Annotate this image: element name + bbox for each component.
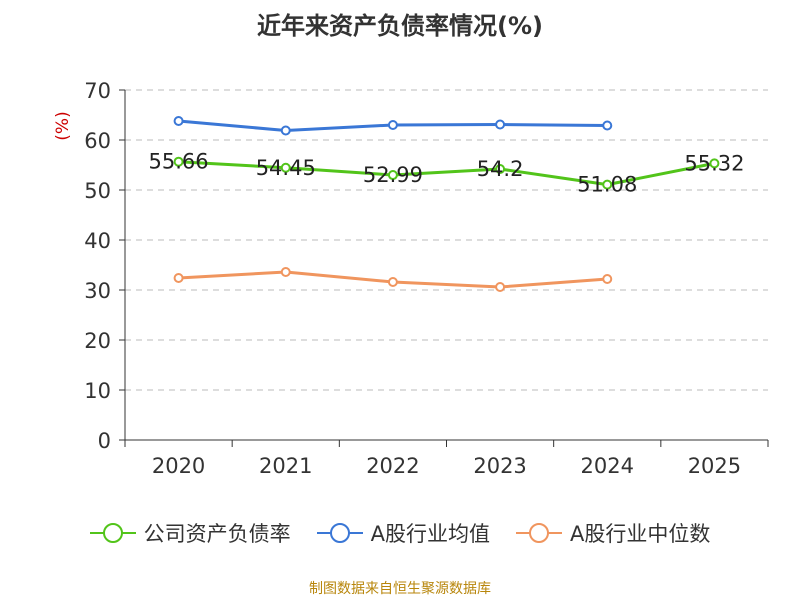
y-tick-label: 60 <box>84 129 111 153</box>
y-tick-label: 10 <box>84 379 111 403</box>
y-tick-label: 0 <box>98 429 111 453</box>
data-point-2 <box>602 274 613 284</box>
source-note: 制图数据来自恒生聚源数据库 <box>309 581 491 597</box>
legend-label-company: 公司资产负债率 <box>143 522 291 546</box>
y-axis-label: (%) <box>53 111 73 140</box>
series-line-0 <box>178 160 715 187</box>
legend-item-industry-median[interactable]: A股行业中位数 <box>516 518 710 548</box>
data-label: 52.99 <box>363 163 423 187</box>
data-point-1 <box>387 120 398 130</box>
legend-swatch-industry-median <box>516 523 562 543</box>
legend-item-industry-mean[interactable]: A股行业均值 <box>316 518 490 548</box>
y-tick-label: 70 <box>84 79 111 103</box>
data-point-1 <box>602 120 613 131</box>
y-tick-label: 30 <box>84 279 111 303</box>
legend-item-company[interactable]: 公司资产负债率 <box>89 518 291 548</box>
data-point-0 <box>602 179 613 190</box>
chart-title: 近年来资产负债率情况(%) <box>257 12 543 40</box>
x-tick-label: 2020 <box>152 454 205 478</box>
data-label: 54.45 <box>256 156 316 180</box>
data-point-2 <box>495 282 506 292</box>
data-label: 51.08 <box>577 173 637 197</box>
y-tick-label: 20 <box>84 329 111 353</box>
data-point-0 <box>387 170 398 181</box>
data-point-1 <box>173 116 184 126</box>
data-point-0 <box>495 164 506 174</box>
y-tick-label: 40 <box>84 229 111 253</box>
y-tick-label: 50 <box>84 179 111 203</box>
x-tick-label: 2025 <box>688 454 741 478</box>
data-point-0 <box>173 156 184 167</box>
data-label: 55.66 <box>149 150 209 174</box>
x-tick-label: 2022 <box>366 454 419 478</box>
legend-swatch-industry-mean <box>316 523 363 543</box>
data-point-2 <box>173 273 184 283</box>
x-tick-label: 2021 <box>259 454 312 478</box>
data-point-0 <box>280 162 291 173</box>
legend: 公司资产负债率 A股行业均值 A股行业中位数 <box>0 518 800 548</box>
data-point-0 <box>709 158 720 169</box>
x-tick-label: 2024 <box>581 454 634 478</box>
data-point-1 <box>280 125 291 136</box>
data-label: 55.32 <box>684 151 744 175</box>
legend-label-industry-median: A股行业中位数 <box>570 522 711 546</box>
x-tick-label: 2023 <box>473 454 526 478</box>
legend-swatch-company <box>89 523 136 543</box>
data-point-2 <box>387 277 398 287</box>
data-label: 54.2 <box>477 157 524 181</box>
data-point-1 <box>495 119 506 130</box>
data-point-2 <box>280 267 291 277</box>
legend-label-industry-mean: A股行业均值 <box>370 522 490 546</box>
